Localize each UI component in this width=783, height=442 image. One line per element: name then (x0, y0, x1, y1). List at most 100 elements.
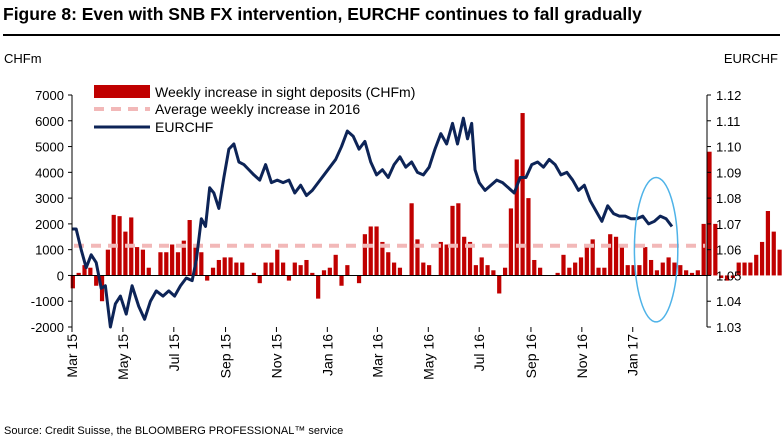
legend-swatch-bars (94, 85, 150, 98)
bar (759, 241, 765, 276)
bar (538, 267, 543, 276)
title-rule (3, 34, 780, 36)
bar (456, 203, 461, 276)
left-tick-label: 6000 (35, 114, 64, 129)
bar (473, 265, 478, 276)
bar (316, 275, 321, 299)
bar (467, 241, 473, 276)
bar (637, 265, 642, 276)
bar (380, 241, 385, 276)
x-tick-label: Nov 15 (268, 334, 284, 379)
bar (736, 262, 741, 276)
bar (713, 223, 718, 276)
bar (175, 252, 181, 276)
bar (327, 267, 332, 276)
bar (251, 272, 257, 276)
bar (672, 262, 677, 276)
bar (625, 265, 630, 276)
left-tick-label: 4000 (35, 165, 64, 180)
bar (561, 254, 566, 276)
bar (438, 241, 443, 276)
bar (199, 252, 204, 276)
x-tick-label: Sep 15 (218, 334, 234, 379)
bar (514, 159, 519, 276)
x-tick-label: Nov 16 (574, 334, 590, 379)
bar (228, 257, 233, 276)
bar (304, 259, 309, 276)
bar (321, 270, 327, 276)
bar (187, 220, 192, 276)
bar (76, 272, 81, 276)
bar (666, 257, 671, 276)
bar (391, 262, 397, 276)
bar (339, 275, 344, 286)
x-tick-label: Jul 15 (166, 334, 182, 372)
right-tick-label: 1.07 (716, 217, 741, 232)
legend-label-eurchf: EURCHF (155, 119, 213, 135)
bar (275, 249, 280, 276)
bar (584, 247, 589, 276)
bar (170, 244, 175, 276)
bar (117, 216, 122, 276)
bar (608, 234, 613, 276)
bar (602, 267, 607, 276)
bar (450, 205, 455, 276)
bar (742, 262, 747, 276)
bar (257, 275, 262, 284)
legend-label-average: Average weekly increase in 2016 (155, 101, 360, 117)
bar (281, 262, 286, 276)
bar (573, 262, 578, 276)
bar (158, 252, 163, 276)
x-tick-label: May 15 (115, 334, 131, 380)
bar (269, 262, 274, 276)
bar (82, 265, 87, 276)
bar (555, 272, 560, 276)
left-tick-label: -2000 (31, 320, 64, 335)
right-tick-label: 1.08 (716, 191, 741, 206)
left-tick-label: -1000 (31, 294, 64, 309)
bar (730, 275, 735, 279)
legend: Weekly increase in sight deposits (CHFm)… (94, 84, 415, 135)
x-tick-label: Jan 17 (625, 334, 641, 376)
bar (508, 208, 514, 276)
bar (765, 211, 771, 276)
bar (345, 265, 350, 276)
bar (181, 240, 186, 276)
bar (444, 244, 449, 276)
bar (532, 259, 537, 276)
bar (596, 267, 601, 276)
bar (707, 151, 712, 276)
left-tick-label: 0 (57, 268, 64, 283)
bar (462, 236, 467, 276)
bar (421, 262, 426, 276)
bar (210, 267, 216, 276)
bar (146, 267, 151, 276)
bar (356, 275, 362, 284)
bar (263, 262, 268, 276)
x-tick-label: Mar 16 (369, 334, 385, 378)
bar (479, 257, 484, 276)
bar (578, 257, 584, 276)
bar (678, 265, 683, 276)
bar (310, 272, 315, 276)
bar (298, 265, 303, 276)
left-tick-label: 7000 (35, 88, 64, 103)
bar (491, 270, 496, 276)
left-tick-label: 3000 (35, 191, 64, 206)
bar (134, 247, 140, 276)
right-tick-label: 1.04 (716, 294, 741, 309)
bar (234, 262, 239, 276)
left-axis-ticks: -2000 -1000 0 1000 2000 3000 4000 5000 6000 7000 (31, 88, 72, 335)
right-tick-label: 1.06 (716, 243, 741, 258)
right-tick-label: 1.11 (716, 114, 740, 129)
bar (719, 275, 724, 279)
bar (286, 275, 292, 281)
bar (397, 267, 403, 276)
right-tick-label: 1.10 (716, 140, 741, 155)
bar (140, 249, 146, 276)
bar (427, 265, 432, 276)
right-tick-label: 1.12 (716, 88, 741, 103)
legend-label-bars: Weekly increase in sight deposits (CHFm) (155, 84, 415, 100)
bar (701, 223, 706, 276)
bar (485, 265, 490, 276)
